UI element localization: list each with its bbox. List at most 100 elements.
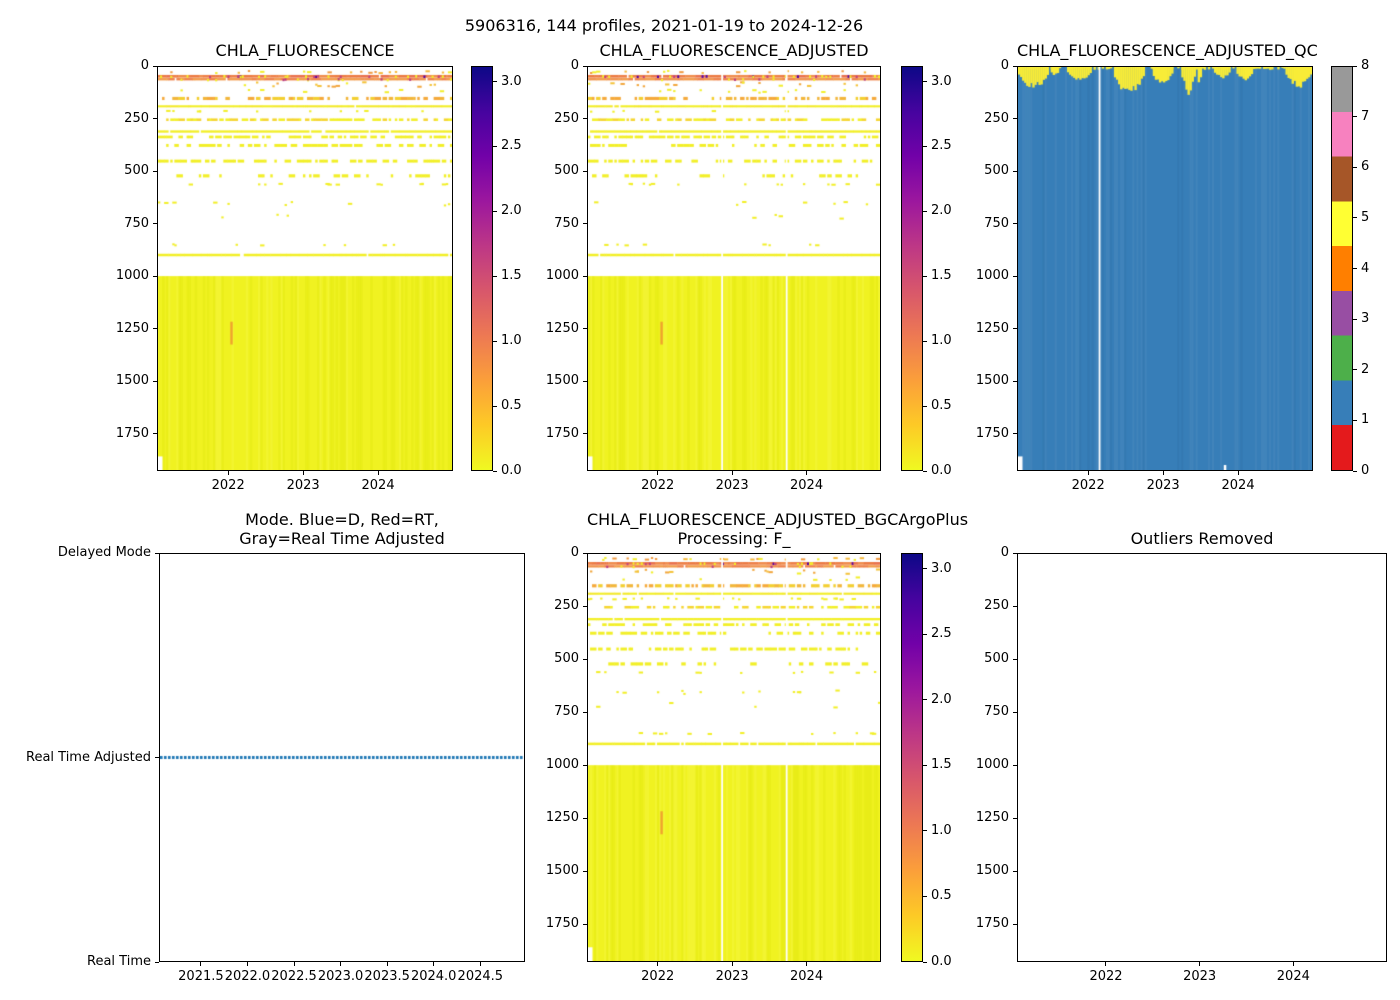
y-tick-label: 1000 <box>115 268 149 284</box>
y-tick-label: 0 <box>1000 58 1009 73</box>
colorbar-tick-label: 1.5 <box>931 757 952 773</box>
colorbar-tick-label: 0.5 <box>931 888 952 904</box>
y-category-label: Real Time Adjusted <box>26 749 151 765</box>
colorbar-bgcargoplus <box>901 553 923 962</box>
colorbar-tick-mark <box>1353 419 1357 421</box>
colorbar-tick-mark <box>1353 116 1357 118</box>
x-tick-label: 2024 <box>1221 478 1255 493</box>
y-tick-mark <box>155 961 159 963</box>
colorbar-tick-label: 0.0 <box>501 463 522 478</box>
y-tick-label: 1000 <box>545 268 579 284</box>
y-tick-mark <box>583 170 587 172</box>
y-tick-mark <box>583 380 587 382</box>
x-tick-label: 2023.0 <box>317 969 364 984</box>
y-tick-label: 1750 <box>545 916 579 932</box>
y-tick-label: 250 <box>984 110 1009 126</box>
colorbar-tick-mark <box>923 568 927 570</box>
colorbar-tick-label: 2.5 <box>931 626 952 642</box>
x-tick-label: 2021.5 <box>178 969 224 984</box>
y-tick-label: 1500 <box>975 863 1009 879</box>
y-tick-label: 1000 <box>975 757 1009 773</box>
colorbar-tick-mark <box>493 145 497 147</box>
y-tick-mark <box>583 764 587 766</box>
x-tick-mark <box>1292 962 1294 966</box>
y-tick-mark <box>1013 65 1017 67</box>
colorbar-chla-fluorescence-adjusted <box>901 66 923 471</box>
plot-title-outliers-removed: Outliers Removed <box>1130 529 1274 548</box>
colorbar-tick-label: 0.5 <box>501 398 522 414</box>
x-tick-label: 2022.5 <box>271 969 317 984</box>
colorbar-tick-mark <box>923 830 927 832</box>
x-tick-label: 2022 <box>641 478 675 493</box>
y-tick-mark <box>155 757 159 758</box>
colorbar-tick-label: 2.0 <box>931 691 952 707</box>
colorbar-tick-label: 0 <box>1361 463 1370 478</box>
ax2-heatmap <box>1018 67 1312 470</box>
y-tick-label: 750 <box>984 704 1009 720</box>
y-tick-label: 1500 <box>115 373 149 389</box>
colorbar-tick-mark <box>923 81 927 83</box>
y-tick-mark <box>1013 433 1017 435</box>
colorbar-tick-label: 2.0 <box>501 203 522 219</box>
plot-title-bgcargoplus: CHLA_FLUORESCENCE_ADJUSTED_BGCArgoPlus P… <box>587 510 969 548</box>
colorbar-tick-mark <box>1353 470 1357 472</box>
colorbar-tick-mark <box>923 764 927 766</box>
x-tick-mark <box>293 962 295 966</box>
x-tick-label: 2024 <box>1276 969 1310 984</box>
y-tick-mark <box>583 923 587 925</box>
x-tick-label: 2022 <box>641 969 675 984</box>
colorbar-tick-label: 1.5 <box>931 268 952 284</box>
y-tick-label: 750 <box>554 704 579 720</box>
colorbar-tick-mark <box>923 895 927 897</box>
y-tick-mark <box>1013 658 1017 660</box>
colorbar-tick-mark <box>923 210 927 212</box>
axes-chla-fluorescence-adjusted <box>587 66 881 471</box>
colorbar-qc-flags <box>1331 66 1353 471</box>
colorbar-tick-label: 0.5 <box>931 398 952 414</box>
y-tick-label: 1750 <box>115 425 149 441</box>
y-tick-mark <box>153 328 157 330</box>
colorbar-tick-label: 1.0 <box>501 333 522 349</box>
colorbar-tick-mark <box>1353 268 1357 269</box>
y-tick-label: 500 <box>554 651 579 667</box>
axes-mode <box>159 553 525 962</box>
x-tick-mark <box>806 471 808 475</box>
x-tick-mark <box>246 962 248 966</box>
colorbar-tick-label: 1.0 <box>931 333 952 349</box>
colorbar-tick-mark <box>1353 318 1357 320</box>
y-tick-mark <box>153 223 157 225</box>
y-tick-mark <box>1013 764 1017 766</box>
y-tick-mark <box>583 605 587 607</box>
y-tick-mark <box>1013 275 1017 277</box>
y-tick-mark <box>1013 328 1017 330</box>
x-tick-mark <box>386 962 388 966</box>
ax0-heatmap <box>158 67 452 470</box>
y-tick-label: 1750 <box>975 916 1009 932</box>
ax4-heatmap <box>588 554 880 961</box>
y-tick-mark <box>583 552 587 554</box>
colorbar-tick-mark <box>493 340 497 342</box>
y-tick-mark <box>1013 923 1017 925</box>
x-tick-label: 2024.0 <box>410 969 457 984</box>
y-tick-mark <box>1013 711 1017 713</box>
axes-chla-fluorescence-adjusted-qc <box>1017 66 1313 471</box>
y-tick-label: 1250 <box>975 320 1009 336</box>
y-tick-label: 250 <box>554 110 579 126</box>
colorbar-tick-mark <box>923 961 927 963</box>
x-tick-label: 2023.5 <box>364 969 410 984</box>
y-tick-mark <box>153 380 157 382</box>
y-tick-mark <box>1013 817 1017 819</box>
colorbar-tick-label: 3.0 <box>501 73 522 89</box>
y-category-label: Delayed Mode <box>57 545 151 560</box>
colorbar-tick-label: 7 <box>1361 108 1370 124</box>
y-tick-mark <box>583 870 587 872</box>
x-tick-label: 2023 <box>286 478 320 493</box>
x-tick-mark <box>1199 962 1201 966</box>
colorbar-tick-label: 5 <box>1361 209 1370 225</box>
axes-outliers-removed <box>1017 553 1387 962</box>
colorbar-chla-fluorescence <box>471 66 493 471</box>
y-tick-mark <box>583 817 587 819</box>
x-tick-mark <box>657 471 659 475</box>
colorbar-tick-mark <box>923 699 927 701</box>
colorbar-tick-label: 0.0 <box>931 954 952 969</box>
